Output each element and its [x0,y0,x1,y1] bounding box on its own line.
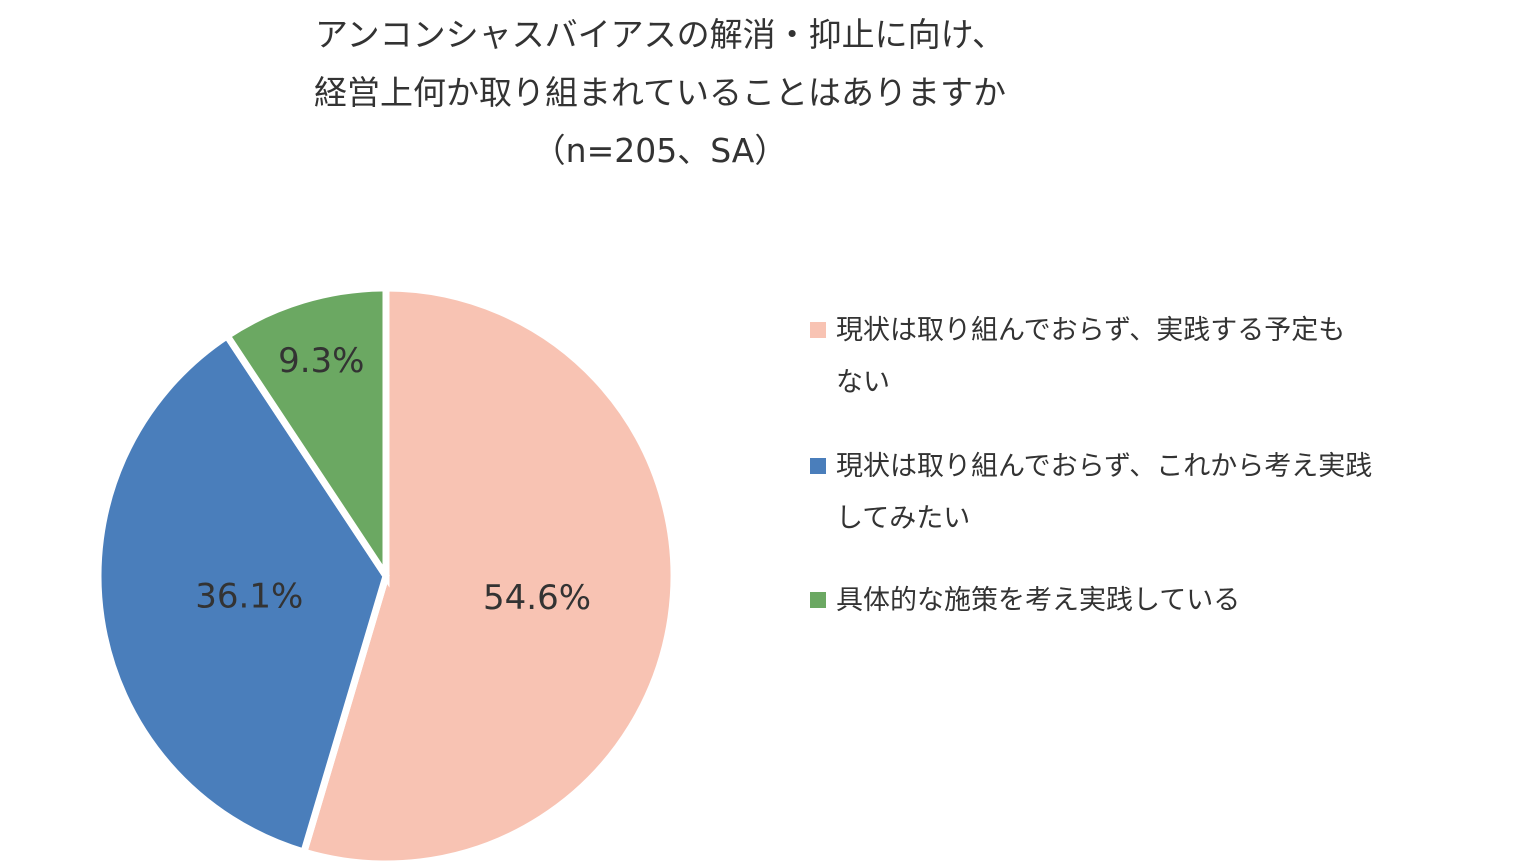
legend-label-want-to-try-line-2: してみたい [836,503,971,534]
data-label-want-to-try: 36.1% [195,576,303,616]
legend-label-want-to-try-line-1: 現状は取り組んでおらず、これから考え実践 [836,451,1373,482]
legend-swatch-want-to-try [810,458,826,474]
chart-title-line-1: アンコンシャスバイアスの解消・抑止に向け、 [314,15,1006,54]
legend-label-no-plan-line-1: 現状は取り組んでおらず、実践する予定も [836,315,1346,346]
pie-slice-no-plan [299,284,678,867]
pie-slice-want-to-try [94,330,390,857]
chart-title-line-2: 経営上何か取り組まれていることはありますか [313,73,1006,112]
chart-subtitle-sample-size: （n=205、SA） [532,131,788,170]
legend-label-implementing: 具体的な施策を考え実践している [836,585,1241,616]
legend: 現状は取り組んでおらず、実践する予定も ない 現状は取り組んでおらず、これから考… [806,305,1406,659]
pie-slice-implementing [222,284,390,588]
legend-swatch-no-plan [810,322,826,338]
chart-title: アンコンシャスバイアスの解消・抑止に向け、 経営上何か取り組まれていることはあり… [180,6,1140,180]
legend-item-no-plan: 現状は取り組んでおらず、実践する予定も ない [806,305,1406,409]
legend-item-want-to-try: 現状は取り組んでおらず、これから考え実践 してみたい [806,441,1406,545]
legend-label-no-plan-line-2: ない [836,367,890,398]
data-label-implementing: 9.3% [278,341,364,381]
data-label-no-plan: 54.6% [483,578,591,618]
legend-item-implementing: 具体的な施策を考え実践している [806,575,1406,627]
legend-swatch-implementing [810,592,826,608]
pie-chart: 54.6% 36.1% 9.3% [94,284,678,867]
